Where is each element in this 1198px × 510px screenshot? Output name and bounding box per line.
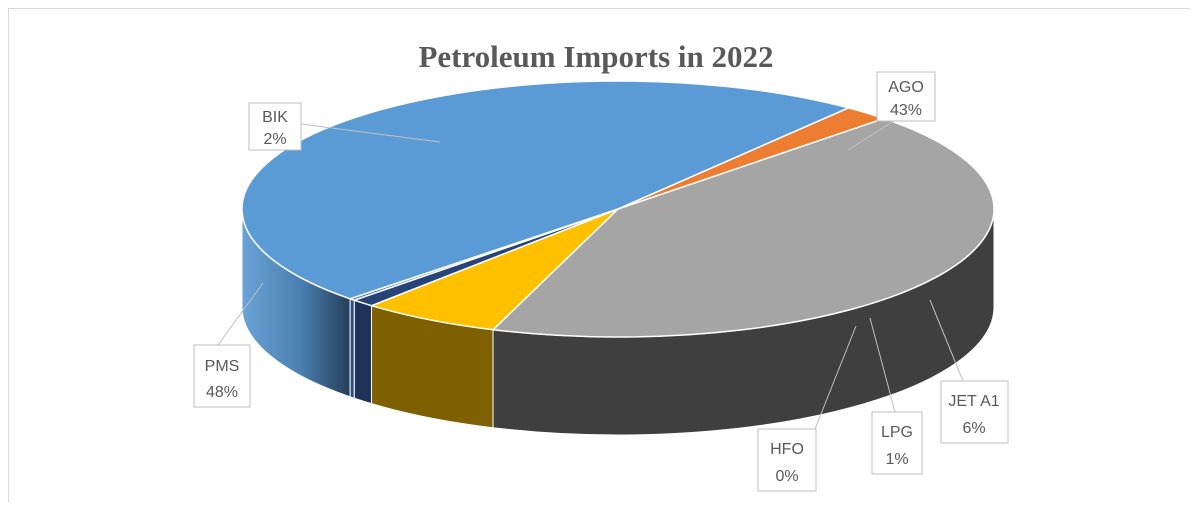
label-pms-percent: 48%	[206, 384, 238, 401]
label-jet-a1-name: JET A1	[948, 393, 999, 410]
pie-slice-pms	[241, 80, 851, 300]
chart-frame	[8, 8, 1190, 502]
leader-line-jet-a1	[929, 299, 964, 382]
chart-title: Petroleum Imports in 2022	[418, 39, 773, 74]
label-box-jet-a1	[940, 380, 1009, 444]
label-ago-name: AGO	[888, 79, 924, 96]
leader-line-hfo	[814, 325, 857, 430]
pie-sides	[241, 208, 995, 436]
label-box-bik	[248, 102, 302, 151]
leader-line-bik	[300, 123, 441, 143]
label-bik-name: BIK	[262, 109, 288, 126]
data-labels: AGO 43% BIK 2% PMS 48% HFO 0% LPG 1% JET…	[193, 71, 1009, 492]
label-pms-name: PMS	[205, 358, 240, 375]
label-box-pms	[193, 344, 251, 408]
pie-side-lpg	[353, 299, 373, 405]
pie-slice-jet-a1	[369, 208, 619, 331]
leader-line-ago	[847, 116, 901, 151]
label-bik-percent: 2%	[263, 131, 286, 148]
pie-side-hfo	[349, 298, 355, 399]
label-box-lpg	[871, 411, 923, 475]
label-box-ago	[876, 71, 936, 122]
label-ago-percent: 43%	[890, 102, 922, 119]
leader-line-pms	[217, 282, 264, 346]
label-lpg-percent: 1%	[885, 451, 908, 468]
label-jet-a1-percent: 6%	[962, 420, 985, 437]
label-hfo-percent: 0%	[775, 468, 798, 485]
pie-top	[241, 80, 995, 338]
leader-line-lpg	[869, 317, 896, 413]
label-hfo-name: HFO	[770, 441, 804, 458]
label-box-hfo	[757, 428, 817, 492]
label-lpg-name: LPG	[881, 424, 913, 441]
pie-slice-ago	[491, 117, 995, 338]
